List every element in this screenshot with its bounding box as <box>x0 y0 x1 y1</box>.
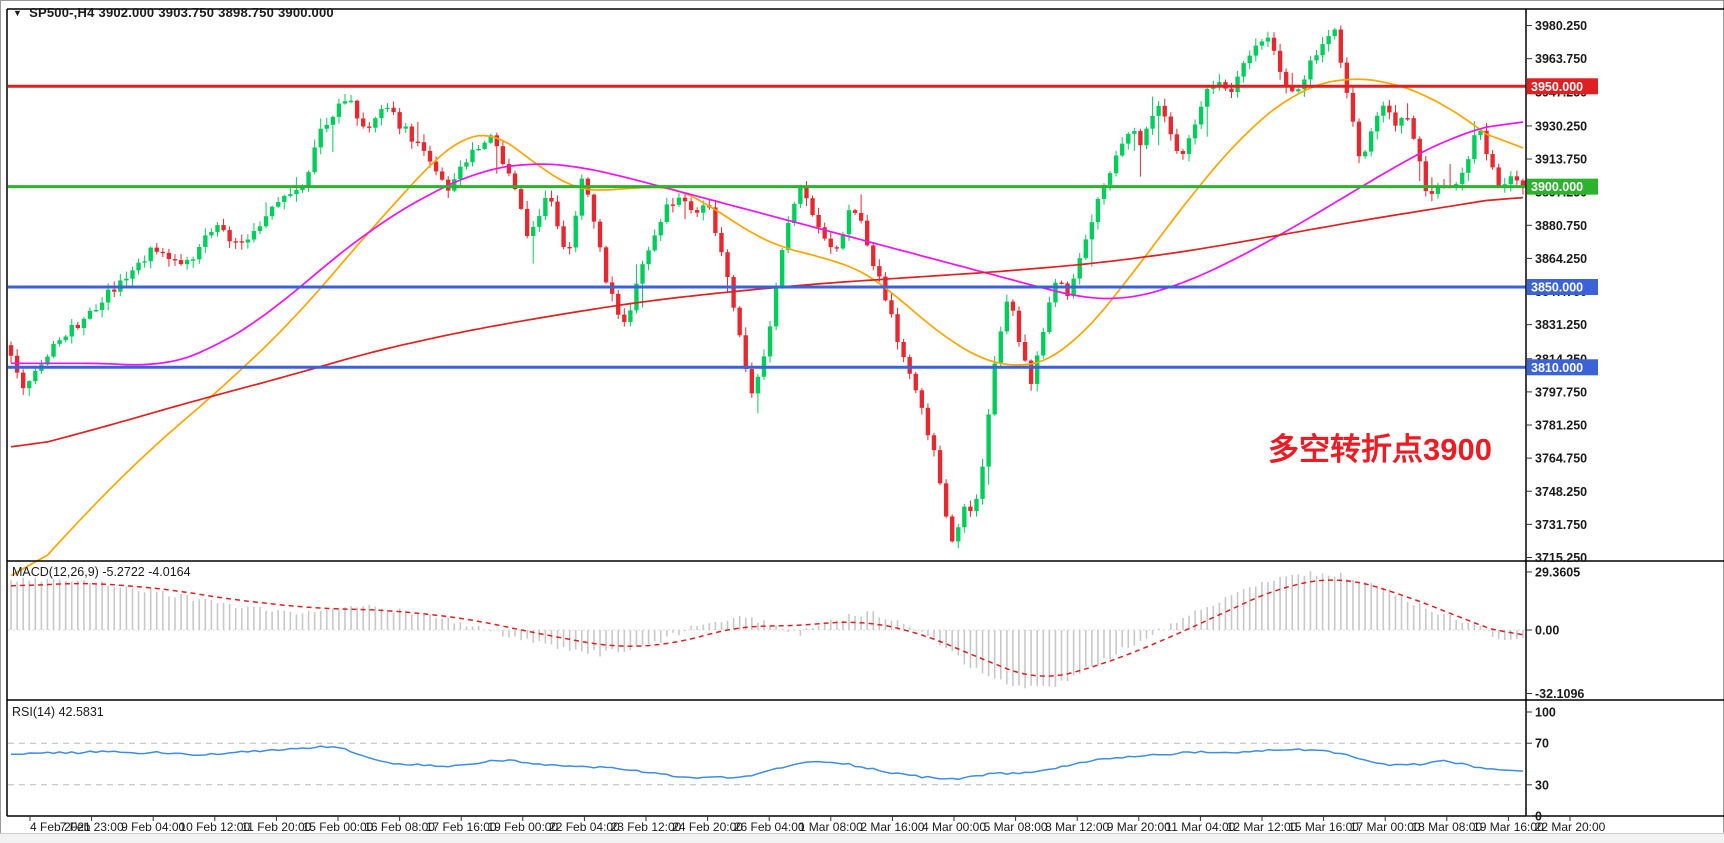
time-tick-label: 9 Mar 20:00 <box>1107 820 1171 834</box>
rsi-axis: 100 70 30 0 <box>1526 706 1556 824</box>
time-tick-label: 16 Feb 08:00 <box>364 820 435 834</box>
svg-text:3900.000: 3900.000 <box>1531 180 1583 194</box>
price-tick-label: 3930.250 <box>1535 119 1587 133</box>
time-tick-label: 4 Mar 00:00 <box>922 820 986 834</box>
price-tick-label: 3764.750 <box>1535 452 1587 466</box>
time-tick-label: 15 Feb 00:00 <box>303 820 374 834</box>
rsi-indicator-label: RSI(14) 42.5831 <box>12 705 104 719</box>
price-tick-label: 3913.750 <box>1535 153 1587 167</box>
price-tick-label: 3748.250 <box>1535 485 1587 499</box>
time-tick-label: 19 Mar 16:00 <box>1473 820 1544 834</box>
time-tick-label: 15 Mar 16:00 <box>1288 820 1359 834</box>
rsi-value-text: 42.5831 <box>58 705 104 719</box>
time-tick-label: 8 Mar 12:00 <box>1045 820 1109 834</box>
ohlc-readout: ▼ SP500-,H4 3902.000 3903.750 3898.750 3900.0… <box>13 5 338 20</box>
time-tick-label: 10 Feb 12:00 <box>179 820 250 834</box>
ma-line-slow-red <box>10 196 1524 448</box>
time-tick-label: 11 Mar 04:00 <box>1165 820 1235 834</box>
price-tick-label: 3963.750 <box>1535 52 1587 66</box>
price-tick-label: 3781.250 <box>1535 419 1587 433</box>
rsi-tick-label: 70 <box>1535 737 1549 751</box>
chart-annotation-text: 多空转折点3900 <box>1268 432 1492 467</box>
time-tick-label: 23 Feb 12:00 <box>611 820 682 834</box>
time-tick-label: 12 Mar 12:00 <box>1227 820 1298 834</box>
time-tick-label: 18 Mar 08:00 <box>1411 820 1482 834</box>
rsi-tick-label: 100 <box>1535 706 1556 720</box>
time-tick-label: 9 Feb 04:00 <box>121 820 185 834</box>
time-tick-label: 22 Feb 04:00 <box>549 820 620 834</box>
rsi-tick-label: 30 <box>1535 778 1549 792</box>
time-tick-label: 19 Feb 00:00 <box>487 820 558 834</box>
low-value: 3898.750 <box>218 5 274 20</box>
price-tick-label: 3797.750 <box>1535 385 1587 399</box>
macd-values-text: -5.2722 -4.0164 <box>102 565 191 579</box>
price-tick-label: 3980.250 <box>1535 19 1587 33</box>
time-tick-label: 17 Feb 16:00 <box>426 820 497 834</box>
macd-signal-line <box>10 579 1524 677</box>
price-level-badge: 3900.000 <box>1527 178 1598 195</box>
time-tick-label: 17 Mar 00:00 <box>1350 820 1421 834</box>
time-tick-label: 7 Feb 23:00 <box>60 820 124 834</box>
macd-histogram <box>10 570 1524 689</box>
macd-tick-label: 29.3605 <box>1535 565 1580 579</box>
price-tick-label: 3864.250 <box>1535 252 1587 266</box>
time-tick-label: 22 Mar 20:00 <box>1535 820 1606 834</box>
ma-line-fast-orange <box>10 78 1524 577</box>
symbol-period-label: SP500-,H4 <box>29 5 95 20</box>
time-tick-label: 2 Mar 16:00 <box>860 820 924 834</box>
window-bottom-strip <box>0 833 1724 843</box>
macd-tick-label: -32.1096 <box>1535 687 1584 701</box>
ma-line-medium-magenta <box>11 121 1524 366</box>
macd-axis: 29.3605 0.00 -32.1096 <box>1526 565 1584 701</box>
macd-indicator-label: MACD(12,26,9) -5.2722 -4.0164 <box>12 565 191 579</box>
svg-text:3950.000: 3950.000 <box>1531 80 1583 94</box>
rsi-line <box>10 745 1524 781</box>
close-value: 3900.000 <box>278 5 334 20</box>
svg-text:3810.000: 3810.000 <box>1531 361 1583 375</box>
symbol-dropdown-icon[interactable]: ▼ <box>13 8 23 18</box>
svg-text:3850.000: 3850.000 <box>1531 281 1583 295</box>
macd-tick-label: 0.00 <box>1535 624 1559 638</box>
time-tick-label: 4 Feb 2021 <box>30 820 91 834</box>
price-level-badge: 3850.000 <box>1527 279 1598 296</box>
high-value: 3903.750 <box>158 5 215 20</box>
time-tick-label: 1 Mar 08:00 <box>799 820 863 834</box>
time-tick-label: 24 Feb 20:00 <box>672 820 743 834</box>
price-tick-label: 3831.250 <box>1535 318 1587 332</box>
time-tick-label: 26 Feb 04:00 <box>734 820 805 834</box>
price-tick-label: 3731.750 <box>1535 518 1587 532</box>
price-tick-label: 3880.750 <box>1535 219 1587 233</box>
time-tick-label: 11 Feb 20:00 <box>241 820 311 834</box>
price-tick-label: 3715.250 <box>1535 551 1587 565</box>
time-tick-label: 5 Mar 08:00 <box>984 820 1048 834</box>
open-value: 3902.000 <box>98 5 155 20</box>
price-level-badge: 3950.000 <box>1527 78 1598 95</box>
price-level-badge: 3810.000 <box>1527 359 1598 376</box>
rsi-label-text: RSI(14) <box>12 705 56 719</box>
macd-label-text: MACD(12,26,9) <box>12 565 99 579</box>
rsi-tick-label: 0 <box>1535 810 1542 824</box>
